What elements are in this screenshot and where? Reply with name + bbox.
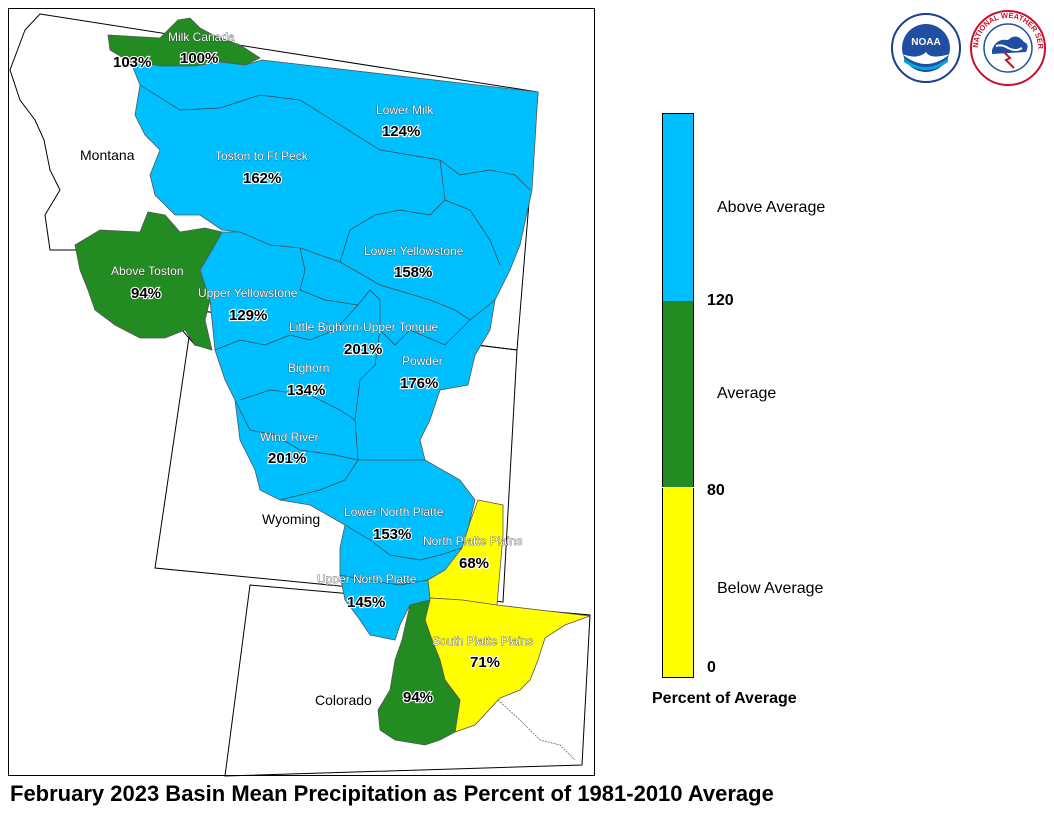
basin-pct-toston-ft-peck: 162%	[243, 170, 281, 187]
basin-name-above-toston: Above Toston	[111, 264, 184, 278]
legend-swatch-above	[662, 113, 694, 301]
legend-label-average: Average	[717, 385, 777, 402]
basin-name-little-bighorn-upper-tongue: Little Bighorn-Upper Tongue	[289, 320, 439, 334]
basin-pct-lower-north-platte: 153%	[373, 526, 411, 543]
state-label-montana: Montana	[80, 147, 135, 163]
legend-label-above: Above Average	[717, 199, 826, 216]
basin-name-upper-yellowstone: Upper Yellowstone	[198, 286, 298, 300]
legend-label-below: Below Average	[717, 580, 824, 597]
basin-pct-bighorn: 134%	[287, 382, 325, 399]
basin-pct-powder: 176%	[400, 375, 438, 392]
basin-colorado-green	[377, 599, 461, 746]
basin-name-upper-north-platte: Upper North Platte	[317, 572, 417, 586]
legend-tick-0: 0	[707, 659, 716, 676]
south-dakota-edge	[497, 699, 576, 761]
basin-pct-upper-north-platte: 145%	[347, 594, 385, 611]
basin-name-wind-river: Wind River	[260, 430, 319, 444]
basin-pct-wind-river: 201%	[268, 450, 306, 467]
basin-name-toston-ft-peck: Toston to Ft Peck	[215, 149, 309, 163]
basin-name-lower-milk: Lower Milk	[376, 103, 434, 117]
basin-polygons	[74, 17, 591, 746]
basin-name-lower-north-platte: Lower North Platte	[344, 505, 444, 519]
basin-name-north-platte-plains: North Platte Plains	[423, 534, 522, 548]
basin-name-powder: Powder	[402, 354, 443, 368]
basin-pct-milk-canada: 100%	[180, 50, 218, 67]
basin-name-lower-yellowstone: Lower Yellowstone	[364, 244, 464, 258]
basin-pct-above-toston: 94%	[131, 285, 161, 302]
map-frame	[8, 8, 595, 776]
basin-map: Montana Wyoming Colorado 103% Milk Canad…	[9, 13, 591, 777]
basin-pct-south-platte-plains: 71%	[470, 654, 500, 671]
basin-pct-little-bighorn-upper-tongue: 201%	[344, 341, 382, 358]
legend-tick-80: 80	[707, 482, 725, 499]
state-label-colorado: Colorado	[315, 692, 372, 708]
nws-logo: NATIONAL WEATHER SERVICE	[968, 8, 1046, 86]
state-label-wyoming: Wyoming	[262, 511, 320, 527]
basin-pct-lower-yellowstone: 158%	[394, 264, 432, 281]
basin-name-milk-canada: Milk Canada	[168, 30, 235, 44]
legend-title: Percent of Average	[652, 690, 797, 707]
legend-swatch-average	[662, 301, 694, 487]
map-title: February 2023 Basin Mean Precipitation a…	[10, 781, 774, 806]
basin-divides	[139, 84, 531, 586]
basin-pct-upper-yellowstone: 129%	[229, 307, 267, 324]
legend-tick-120: 120	[707, 292, 734, 309]
basin-pct-north-platte-plains: 68%	[459, 555, 489, 572]
noaa-logo: NOAA	[891, 13, 961, 83]
basin-pct-milk-canada-west: 103%	[113, 54, 151, 71]
basin-pct-lower-milk: 124%	[382, 123, 420, 140]
legend-swatch-below	[662, 488, 694, 678]
basin-pct-colorado-front: 94%	[403, 689, 433, 706]
basin-name-bighorn: Bighorn	[288, 361, 329, 375]
noaa-logo-text: NOAA	[911, 37, 940, 48]
basin-above-toston	[74, 211, 223, 351]
basin-name-south-platte-plains: South Platte Plains	[432, 634, 533, 648]
